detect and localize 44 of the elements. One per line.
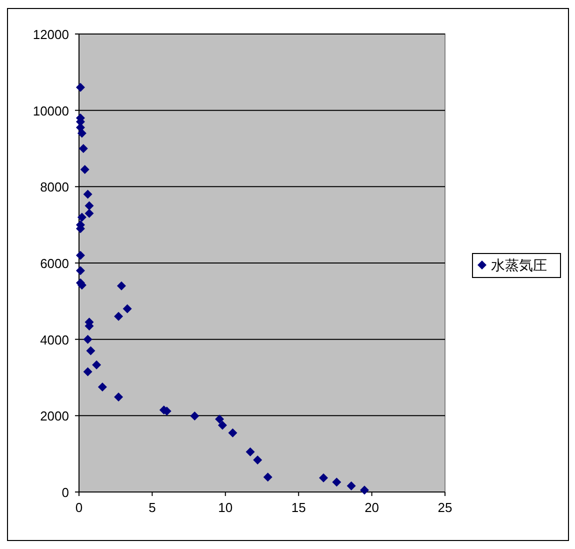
x-tick-label: 15 [291,500,306,515]
y-tick-label: 6000 [40,256,69,271]
y-tick-label: 10000 [32,103,69,118]
point [114,392,124,402]
x-tick-label: 25 [438,500,452,515]
point [77,212,86,222]
point [114,312,124,321]
point [86,346,96,356]
point [346,481,356,490]
point [116,281,126,290]
point [263,472,272,482]
point [76,82,85,92]
point [253,455,262,464]
point [190,412,200,421]
point [78,144,88,153]
point [360,486,369,495]
x-tick-label: 20 [364,500,380,515]
point [83,367,92,376]
point [80,164,90,174]
y-tick-label: 8000 [40,180,69,195]
legend-label: 水蒸気圧 [491,257,547,273]
point [84,208,94,218]
point [218,420,227,430]
x-tick-label: 0 [75,500,83,515]
point [83,334,92,344]
point [228,428,238,438]
point [92,360,102,370]
y-tick-label: 2000 [40,408,69,424]
point [84,201,94,210]
point [83,190,92,199]
point [332,478,342,487]
point [246,447,255,456]
point [98,382,107,392]
point [122,304,132,314]
y-tick-label: 12000 [32,27,69,42]
y-tick-label: 0 [62,485,69,500]
point [215,414,224,424]
y-tick-label: 4000 [40,332,69,348]
x-tick-label: 5 [148,500,156,515]
point [77,128,86,138]
point [76,266,85,276]
point [76,250,85,260]
x-tick-label: 10 [218,500,233,515]
point [318,473,328,482]
